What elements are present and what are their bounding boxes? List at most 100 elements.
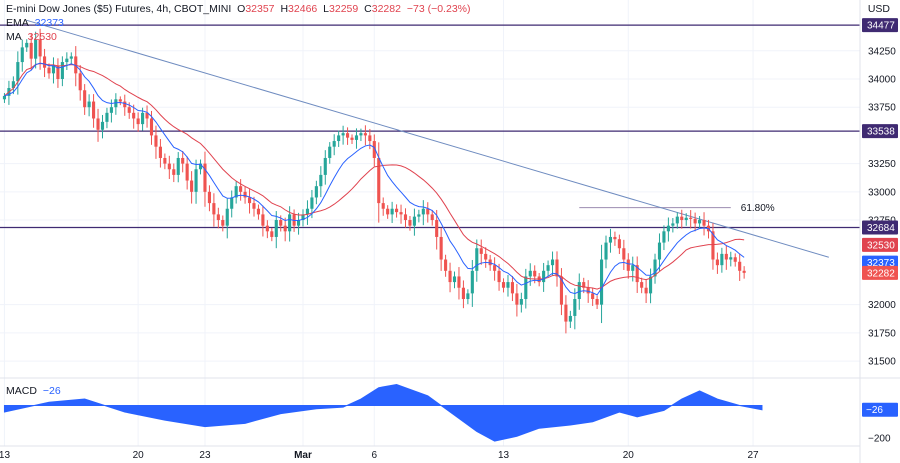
candle-body: [118, 99, 122, 102]
high-value: 32466: [288, 3, 318, 15]
candle-body: [613, 236, 617, 240]
candle-body: [216, 214, 220, 221]
candle: [377, 142, 381, 223]
candle: [421, 200, 425, 226]
candle: [452, 271, 457, 289]
candle: [43, 48, 47, 78]
candle-body: [582, 282, 586, 288]
candle: [141, 107, 145, 131]
candle-body: [729, 257, 733, 260]
time-tick-label: 20: [133, 450, 145, 461]
candle-body: [524, 276, 528, 300]
candle: [595, 295, 599, 310]
candle-body: [96, 118, 100, 130]
candle-body: [341, 133, 345, 136]
candle-body: [693, 218, 697, 224]
price-badge: 32684: [862, 220, 898, 235]
macd-tick-label: −200: [868, 433, 891, 444]
candle-body: [510, 282, 514, 294]
candle-body: [573, 299, 577, 316]
candle-body: [288, 214, 292, 232]
candle: [2, 92, 7, 103]
candle-body: [141, 112, 145, 125]
candle-body: [626, 259, 630, 271]
candle-body: [631, 265, 635, 271]
ema-legend[interactable]: EMA 32373: [6, 17, 67, 30]
candle-body: [256, 208, 261, 215]
time-tick-label: 13: [498, 450, 510, 461]
candle: [118, 96, 122, 106]
candle: [622, 239, 626, 271]
candle-body: [439, 236, 443, 260]
candle-body: [261, 214, 265, 226]
candle: [87, 94, 91, 117]
candle-body: [167, 163, 171, 170]
candle-body: [550, 259, 555, 266]
candle: [675, 212, 679, 229]
candle: [417, 209, 421, 223]
macd-legend[interactable]: MACD −26: [6, 385, 64, 398]
candle: [225, 198, 229, 239]
candle: [167, 155, 171, 180]
candle: [568, 310, 572, 328]
candle-body: [644, 287, 648, 294]
candle: [212, 193, 216, 227]
ma-legend[interactable]: MA 32530: [6, 31, 60, 44]
candle-body: [34, 39, 38, 59]
price-tick-label: 34250: [868, 46, 896, 57]
candle-body: [43, 56, 47, 68]
candle-body: [689, 217, 693, 219]
candle-body: [372, 141, 376, 158]
time-tick-label: Mar: [294, 450, 312, 461]
time-tick-label: 27: [747, 450, 759, 461]
candle: [729, 251, 733, 267]
price-badge-bg: [862, 265, 898, 280]
candle: [176, 152, 180, 183]
candle-body: [172, 169, 176, 175]
candle-body: [265, 225, 269, 232]
low-value: 32259: [329, 3, 359, 15]
candle: [631, 256, 635, 282]
candle-body: [497, 270, 501, 283]
candle-body: [666, 225, 670, 232]
candle-body: [25, 42, 29, 48]
candle: [301, 209, 305, 227]
candle-body: [29, 42, 33, 59]
candle: [100, 114, 105, 139]
candle: [230, 190, 234, 218]
candle-body: [100, 121, 105, 130]
candle-body: [198, 163, 203, 170]
candle: [34, 31, 38, 69]
candle: [16, 51, 20, 95]
candle: [56, 58, 60, 88]
candle-body: [738, 261, 742, 271]
candle-body: [470, 270, 474, 294]
currency-label: USD: [867, 3, 890, 15]
candle: [653, 253, 657, 284]
candle-body: [230, 197, 234, 209]
candle-body: [368, 135, 372, 142]
candle: [715, 252, 719, 274]
candle-body: [252, 203, 256, 209]
candle: [644, 280, 648, 304]
candle: [51, 57, 56, 84]
candle-body: [444, 259, 448, 271]
candle-body: [194, 169, 198, 192]
candle: [256, 204, 261, 220]
candle-body: [702, 220, 706, 226]
candle-body: [542, 270, 546, 283]
candle: [484, 247, 488, 268]
candle-body: [212, 203, 216, 215]
price-badge-bg: [862, 124, 898, 139]
candle: [83, 84, 87, 115]
candle-body: [109, 107, 113, 113]
candle: [96, 108, 100, 142]
close-value: 32282: [371, 3, 401, 15]
change-value: −73 (−0.23%): [406, 3, 471, 15]
candle: [684, 213, 688, 226]
candle: [381, 197, 385, 216]
candle-body: [83, 90, 87, 108]
candle-body: [337, 135, 341, 142]
ema-value: 32373: [34, 17, 64, 29]
